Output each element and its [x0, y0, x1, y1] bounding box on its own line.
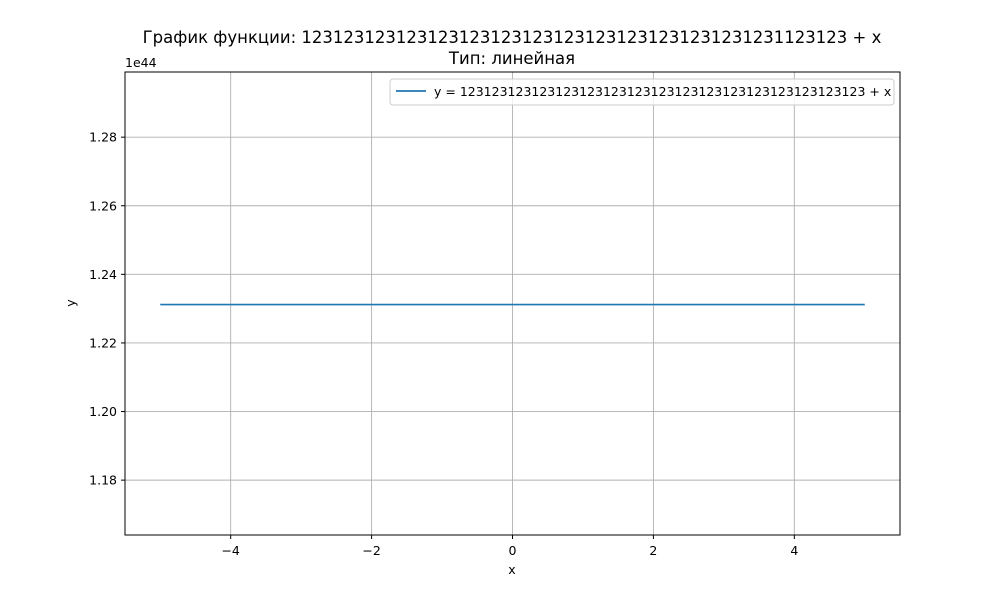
y-tick-label: 1.28 [89, 130, 117, 145]
legend-entry-label: y = 123123123123123123123123123123123123… [434, 84, 891, 99]
x-tick-label: −4 [221, 543, 239, 558]
y-tick-label: 1.22 [89, 335, 117, 350]
y-tick-label: 1.18 [89, 473, 117, 488]
grid [125, 72, 900, 535]
x-tick-label: −2 [362, 543, 380, 558]
y-axis-label: y [63, 299, 78, 307]
x-axis-label: x [508, 562, 515, 577]
legend: y = 123123123123123123123123123123123123… [389, 78, 895, 106]
x-tick-label: 0 [509, 543, 517, 558]
chart-title: График функции: 123123123123123123123123… [143, 28, 882, 47]
axis-ticks: −4 −2 0 2 4 1.18 1.20 1.22 1.24 1.26 1.28 [89, 130, 798, 558]
y-tick-label: 1.20 [89, 404, 117, 419]
y-tick-label: 1.26 [89, 198, 117, 213]
y-tick-label: 1.24 [89, 267, 117, 282]
x-tick-label: 2 [649, 543, 657, 558]
legend-box [389, 78, 895, 106]
y-offset-label: 1e44 [125, 55, 157, 70]
chart-subtitle: Тип: линейная [448, 49, 575, 68]
x-tick-label: 4 [790, 543, 798, 558]
